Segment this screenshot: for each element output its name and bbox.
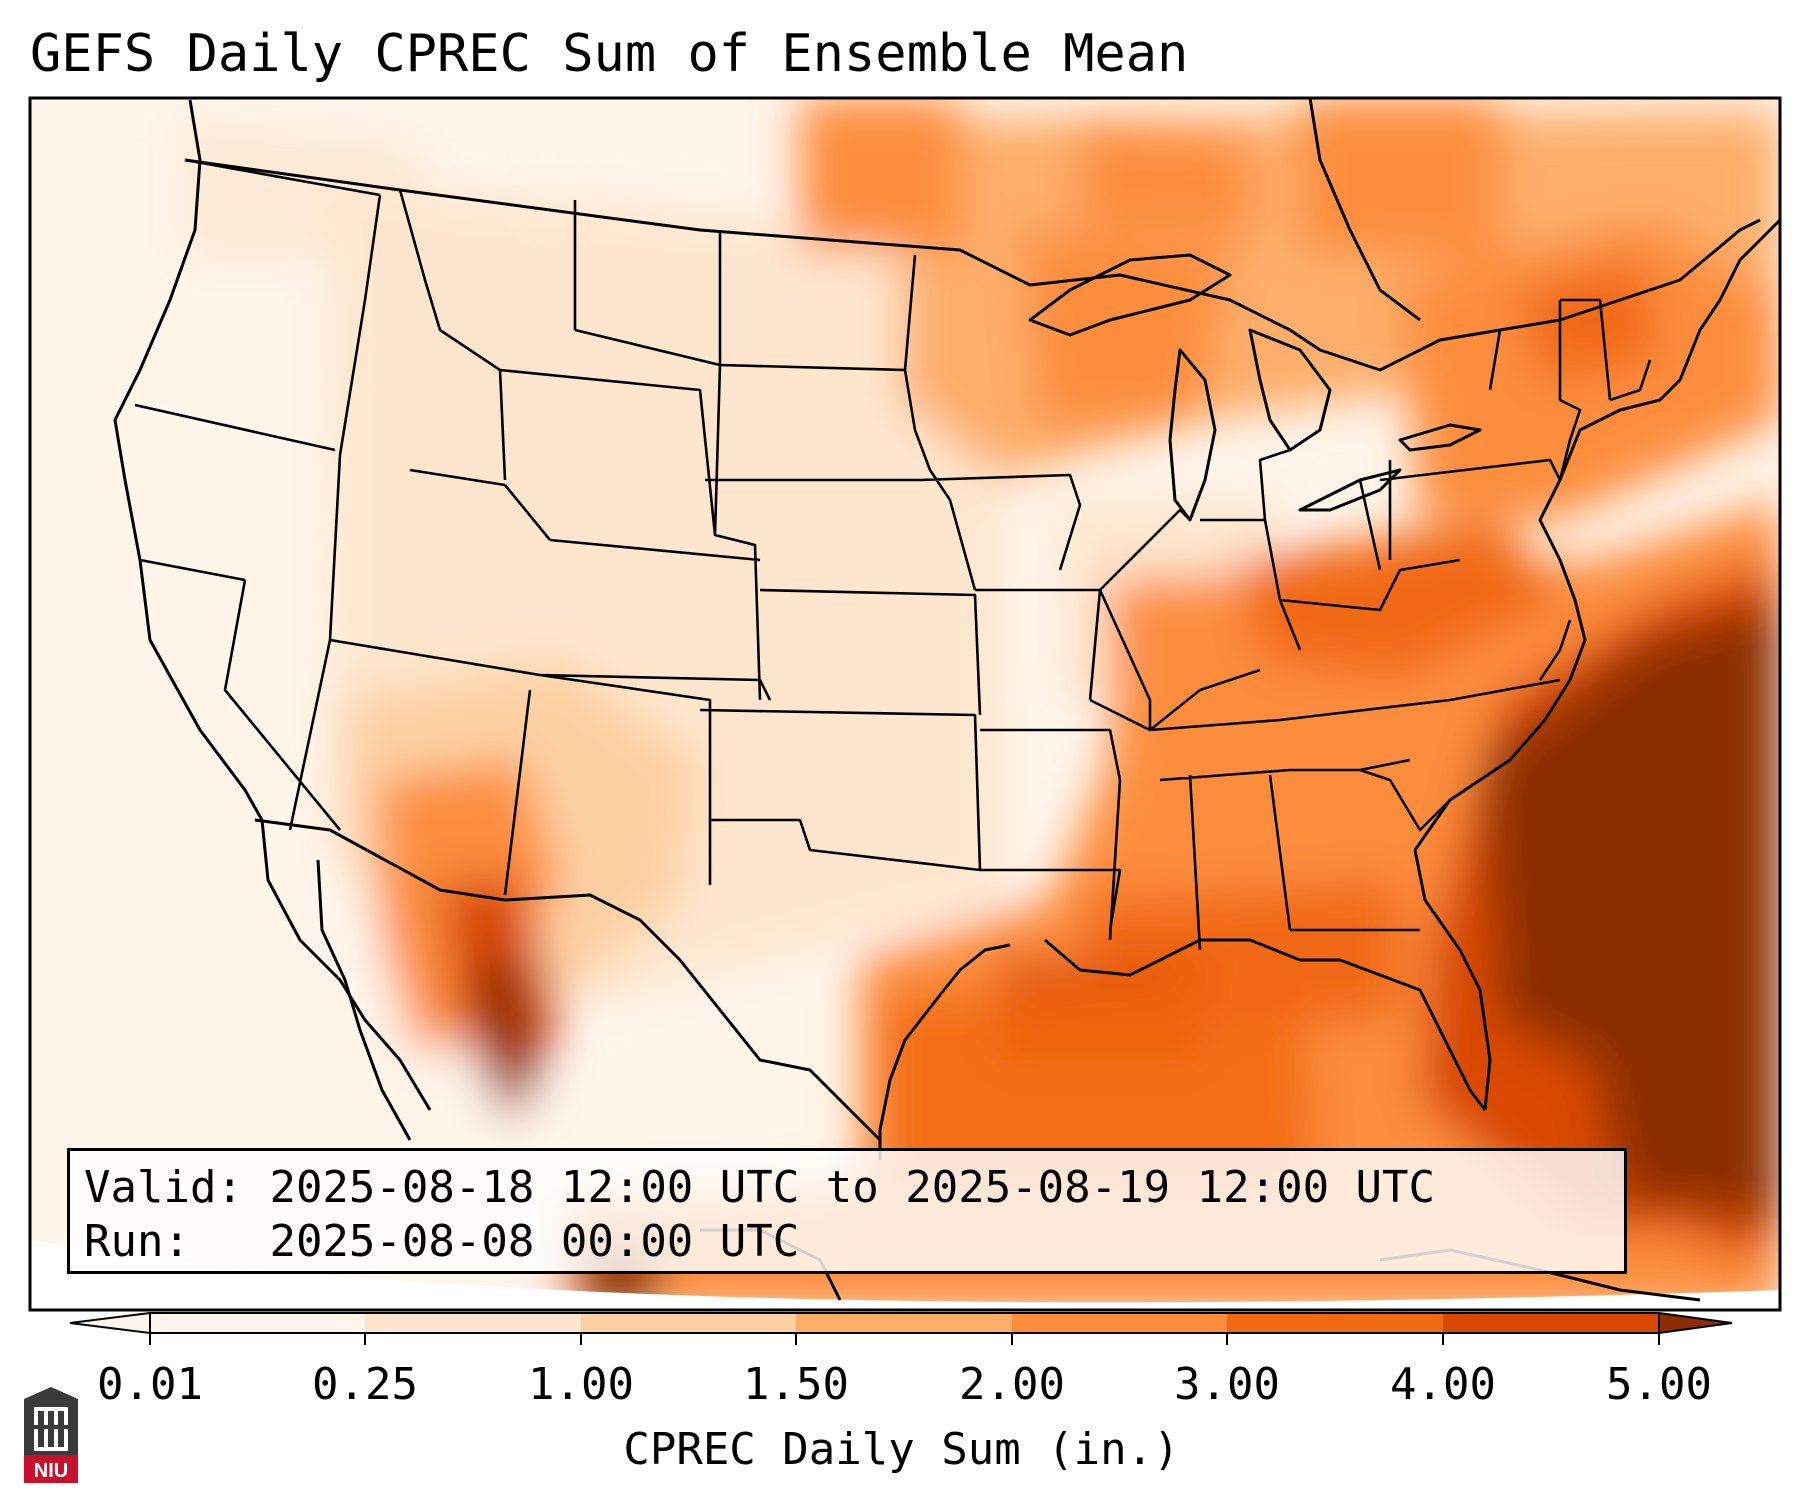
colorbar-bin: [365, 1313, 581, 1333]
colorbar-extend-low: [69, 1311, 151, 1335]
logo-text: NIU: [34, 1460, 68, 1482]
colorbar-tick-label: 0.25: [312, 1359, 418, 1410]
precipitation-field: [30, 98, 1780, 1310]
run-time: 2025-08-08 00:00 UTC: [269, 1216, 800, 1267]
colorbar-label: CPREC Daily Sum (in.): [623, 1424, 1180, 1475]
colorbar-bin: [581, 1313, 796, 1333]
colorbar-tick-label: 0.01: [97, 1359, 203, 1410]
colorbar-tick-label: 1.00: [528, 1359, 634, 1410]
colorbar-bin: [796, 1313, 1012, 1333]
colorbar: [69, 1311, 1733, 1345]
map-frame: [28, 96, 1782, 1312]
validity-info-box: Valid: 2025-08-18 12:00 UTC to 2025-08-1…: [67, 1148, 1627, 1274]
colorbar-bin: [1443, 1313, 1659, 1333]
colorbar-bin: [1227, 1313, 1443, 1333]
colorbar-ticks: [149, 1333, 1660, 1345]
colorbar-tick-label: 2.00: [959, 1359, 1065, 1410]
coastline-west: [113, 99, 432, 1111]
colorbar-bin: [150, 1313, 365, 1333]
colorbar-tick-label: 4.00: [1390, 1359, 1496, 1410]
colorbar-extend-high: [1658, 1311, 1733, 1335]
niu-logo-icon: NIU: [24, 1387, 78, 1483]
lake-ontario: [1398, 423, 1482, 452]
state-borders: [134, 158, 1652, 951]
run-label: Run:: [84, 1216, 243, 1267]
coastline-hudson: [1308, 98, 1421, 322]
border-us-mexico: [254, 818, 882, 1142]
lake-huron: [1248, 328, 1332, 452]
colorbar-tick-label: 5.00: [1606, 1359, 1712, 1410]
coastline-baja: [316, 859, 412, 1141]
coastline-gulf: [878, 938, 1487, 1160]
border-us-canada: [184, 158, 1761, 372]
coastline-florida-east: [1413, 849, 1492, 1111]
map-title: GEFS Daily CPREC Sum of Ensemble Mean: [30, 24, 1189, 84]
valid-time-range: 2025-08-18 12:00 UTC to 2025-08-19 12:00…: [269, 1162, 1436, 1213]
lake-superior: [1028, 253, 1232, 337]
valid-label: Valid:: [84, 1162, 243, 1213]
colorbar-tick-label: 3.00: [1174, 1359, 1280, 1410]
colorbar-bin: [1012, 1313, 1227, 1333]
colorbar-tick-label: 1.50: [743, 1359, 849, 1410]
